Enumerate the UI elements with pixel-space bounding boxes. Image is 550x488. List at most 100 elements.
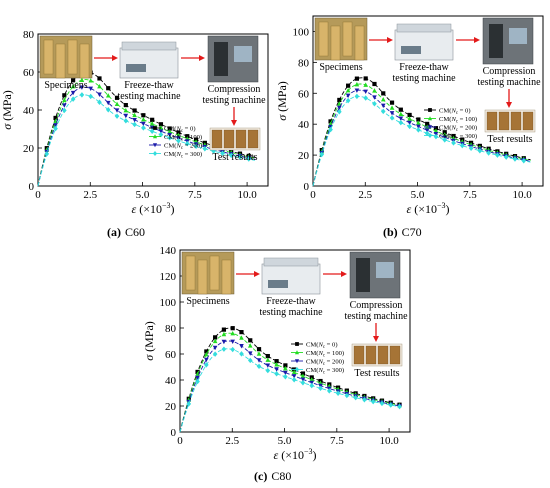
data-point (337, 105, 342, 111)
data-point (71, 78, 76, 83)
data-point (291, 369, 297, 375)
legend-var: N (175, 134, 181, 141)
broken-specimen (498, 111, 510, 131)
data-point (53, 123, 58, 128)
legend-marker (294, 367, 300, 372)
data-point (389, 105, 395, 110)
data-point (230, 331, 236, 336)
caption-letter: (b) (383, 225, 398, 239)
legend-var: N (175, 151, 181, 158)
data-point (88, 86, 94, 92)
data-point (326, 388, 332, 394)
freeze-thaw-lid (396, 23, 452, 33)
specimen-cylinder (209, 255, 220, 291)
data-point (220, 150, 225, 157)
legend: CM(Nc = 0)CM(Nc = 100)CM(Nc = 200)CM(Nc … (291, 342, 344, 376)
x-axis-exponent: −3 (304, 447, 313, 456)
y-tick-label: 60 (23, 67, 35, 79)
compression-label-2: testing machine (477, 77, 541, 88)
freeze-thaw-panel (126, 64, 146, 72)
data-point (239, 335, 244, 340)
legend: CM(Nc = 0)CM(Nc = 100)CM(Nc = 200)CM(Nc … (424, 108, 477, 142)
workflow-arrowhead (112, 55, 118, 61)
data-point (70, 83, 76, 89)
data-point (345, 93, 351, 99)
compression-label: Compression (208, 84, 261, 95)
data-point (265, 367, 271, 374)
freeze-thaw-panel (268, 280, 288, 288)
x-axis-exponent: −3 (162, 201, 171, 210)
data-point (62, 97, 67, 103)
specimen-cylinder (354, 25, 365, 61)
data-point (114, 108, 120, 113)
data-point (132, 121, 137, 128)
compression-monitor (234, 46, 252, 62)
data-point (212, 345, 218, 351)
data-point (328, 126, 333, 133)
workflow-arrowhead (506, 102, 512, 108)
legend-marker (427, 125, 433, 130)
data-point (158, 125, 164, 130)
data-point (425, 121, 430, 127)
data-point (158, 129, 164, 134)
legend-prefix: CM( (306, 342, 318, 349)
legend-marker (152, 134, 158, 139)
data-point (79, 92, 85, 98)
freeze-thaw-photo (119, 47, 179, 79)
data-point (274, 362, 279, 367)
data-point (398, 119, 404, 126)
data-point (79, 85, 85, 90)
data-point (416, 124, 421, 129)
compression-frame (356, 258, 370, 292)
data-point (247, 343, 253, 348)
data-point (79, 77, 85, 82)
data-point (407, 120, 412, 126)
data-point (114, 101, 120, 107)
freeze-thaw-label: Freeze-thaw (124, 80, 174, 91)
data-point (123, 102, 128, 108)
data-point (380, 103, 386, 109)
data-point (495, 152, 500, 158)
series-line (179, 327, 400, 433)
data-point (62, 93, 67, 98)
broken-specimen (377, 345, 389, 365)
test-results-label: Test results (487, 134, 532, 145)
x-axis-close: ) (171, 202, 175, 216)
broken-specimen (522, 111, 534, 131)
y-tick-label: 80 (298, 57, 310, 69)
compression-monitor (376, 262, 394, 278)
legend-entry: CM(Nc = 300) (164, 151, 202, 160)
caption-letter: (c) (254, 469, 267, 483)
data-point (62, 103, 67, 108)
y-axis-unit: (MPa) (0, 90, 14, 121)
legend-var: N (317, 342, 323, 349)
legend-entry: CM(Nc = 0) (439, 108, 471, 117)
legend-entry: CM(Nc = 100) (439, 116, 477, 125)
legend-prefix: CM( (164, 126, 176, 133)
legend-prefix: CM( (306, 359, 318, 366)
broken-specimen (486, 111, 498, 131)
legend-entry: CM(Nc = 0) (306, 342, 338, 351)
y-tick-label: 40 (298, 119, 310, 131)
freeze-thaw-photo (261, 263, 321, 295)
data-point (237, 154, 243, 160)
data-point (53, 125, 58, 132)
legend-var: N (450, 133, 456, 140)
data-point (379, 400, 385, 407)
freeze-thaw-label-2: testing machine (117, 91, 181, 102)
legend-marker (428, 108, 432, 112)
data-point (221, 327, 227, 332)
data-point (239, 330, 244, 335)
data-point (380, 97, 386, 102)
data-point (407, 123, 412, 130)
compression-frame (214, 42, 228, 76)
panel-caption: (c) C80 (254, 469, 291, 483)
data-point (106, 86, 111, 91)
data-point (328, 121, 333, 126)
data-point (353, 394, 358, 401)
freeze-thaw-lid (121, 41, 177, 51)
data-point (123, 118, 129, 124)
specimen-cylinder (197, 259, 208, 295)
data-point (212, 351, 218, 357)
